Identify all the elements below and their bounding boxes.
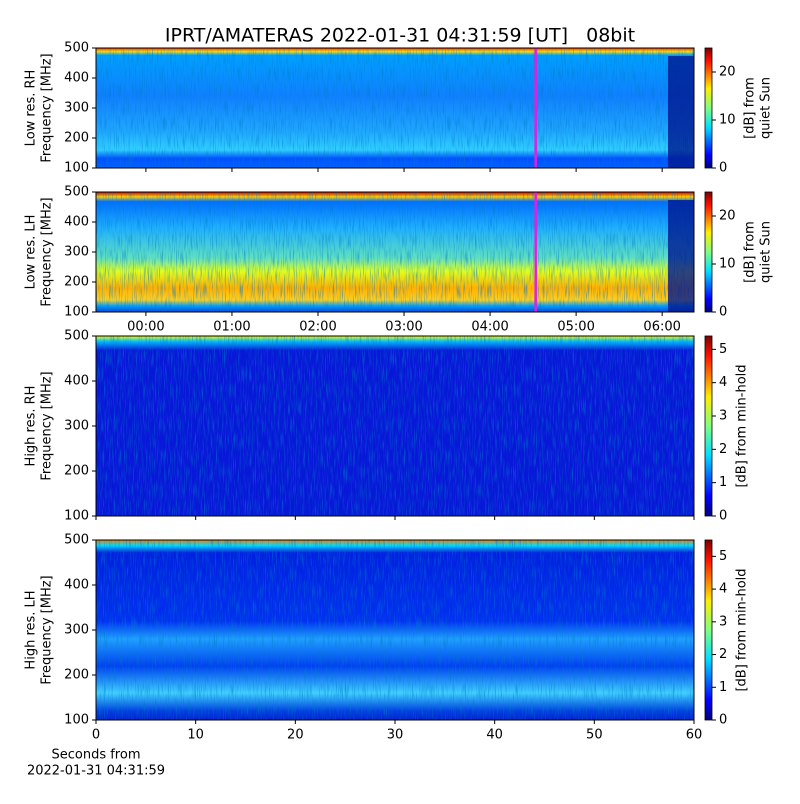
x-tick-label: 06:00	[643, 320, 680, 335]
colorbar-tick-label: 0	[719, 713, 727, 728]
colorbar-tick-label: 20	[719, 65, 736, 80]
y-tick-label: 300	[64, 419, 89, 434]
colorbar-tick-label: 5	[719, 342, 727, 357]
x-tick-label: 10	[187, 728, 204, 743]
colorbar-tick-label: 3	[719, 614, 727, 629]
colorbar	[704, 539, 713, 721]
x-tick-label: 04:00	[471, 320, 508, 335]
x-tick-label: 02:00	[299, 320, 336, 335]
colorbar-tick-label: 0	[719, 305, 727, 320]
colorbar-tick-label: 2	[719, 647, 727, 662]
colorbar-tick-label: 0	[719, 509, 727, 524]
y-tick-label: 300	[64, 623, 89, 638]
figure-title: IPRT/AMATERAS 2022-01-31 04:31:59 [UT] 0…	[165, 25, 635, 47]
spectrogram-texture	[96, 336, 694, 516]
y-tick-label: 400	[64, 578, 89, 593]
colorbar-tick-label: 4	[719, 375, 727, 390]
y-axis-label: Low res. LH	[24, 215, 39, 290]
y-tick-label: 200	[64, 131, 89, 146]
spectrogram-texture	[96, 192, 694, 312]
y-tick-label: 500	[64, 329, 89, 344]
colorbar-label: [dB] from	[743, 221, 758, 283]
y-tick-label: 500	[64, 533, 89, 548]
x-tick-label: 40	[486, 728, 503, 743]
data-gap	[668, 200, 694, 312]
y-tick-label: 400	[64, 71, 89, 86]
colorbar-label: quiet Sun	[759, 221, 774, 283]
x-tick-label: 30	[387, 728, 404, 743]
y-tick-label: 200	[64, 464, 89, 479]
y-axis-label: Low res. RH	[24, 70, 39, 147]
x-tick-label: 0	[92, 728, 100, 743]
y-tick-label: 200	[64, 668, 89, 683]
colorbar-tick-label: 0	[719, 161, 727, 176]
spectrogram-texture	[96, 48, 694, 168]
x-tick-label: 01:00	[213, 320, 250, 335]
colorbar-tick-label: 1	[719, 680, 727, 695]
colorbar	[704, 191, 713, 313]
colorbar-tick-label: 3	[719, 409, 727, 424]
x-tick-label: 60	[686, 728, 703, 743]
y-tick-label: 200	[64, 275, 89, 290]
y-tick-label: 300	[64, 101, 89, 116]
y-tick-label: 100	[64, 305, 89, 320]
colorbar-tick-label: 2	[719, 442, 727, 457]
colorbar	[704, 47, 713, 169]
spectrogram-texture	[96, 540, 694, 720]
y-tick-label: 300	[64, 245, 89, 260]
y-axis-label: Frequency [MHz]	[40, 53, 55, 162]
colorbar-label: [dB] from min-hold	[735, 364, 750, 487]
y-tick-label: 100	[64, 509, 89, 524]
y-axis-label: Frequency [MHz]	[40, 371, 55, 480]
y-axis-label: High res. RH	[24, 386, 39, 467]
x-tick-label: 50	[586, 728, 603, 743]
y-tick-label: 100	[64, 161, 89, 176]
colorbar-tick-label: 10	[719, 257, 736, 272]
y-tick-label: 400	[64, 215, 89, 230]
x-tick-label: 03:00	[385, 320, 422, 335]
y-axis-label: Frequency [MHz]	[40, 197, 55, 306]
y-tick-label: 400	[64, 374, 89, 389]
y-axis-label: Frequency [MHz]	[40, 575, 55, 684]
colorbar-tick-label: 20	[719, 209, 736, 224]
colorbar-tick-label: 5	[719, 549, 727, 564]
colorbar-label: [dB] from min-hold	[735, 568, 750, 691]
x-axis-label: Seconds from	[51, 748, 140, 763]
y-tick-label: 100	[64, 713, 89, 728]
x-axis-label: 2022-01-31 04:31:59	[27, 764, 165, 779]
colorbar-label: quiet Sun	[759, 77, 774, 139]
x-tick-label: 20	[287, 728, 304, 743]
data-gap	[668, 56, 694, 168]
colorbar-tick-label: 1	[719, 475, 727, 490]
y-tick-label: 500	[64, 41, 89, 56]
colorbar-tick-label: 4	[719, 582, 727, 597]
y-tick-label: 500	[64, 185, 89, 200]
colorbar	[704, 335, 713, 517]
colorbar-label: [dB] from	[743, 77, 758, 139]
x-tick-label: 05:00	[557, 320, 594, 335]
x-tick-label: 00:00	[127, 320, 164, 335]
y-axis-label: High res. LH	[24, 590, 39, 669]
colorbar-tick-label: 10	[719, 113, 736, 128]
